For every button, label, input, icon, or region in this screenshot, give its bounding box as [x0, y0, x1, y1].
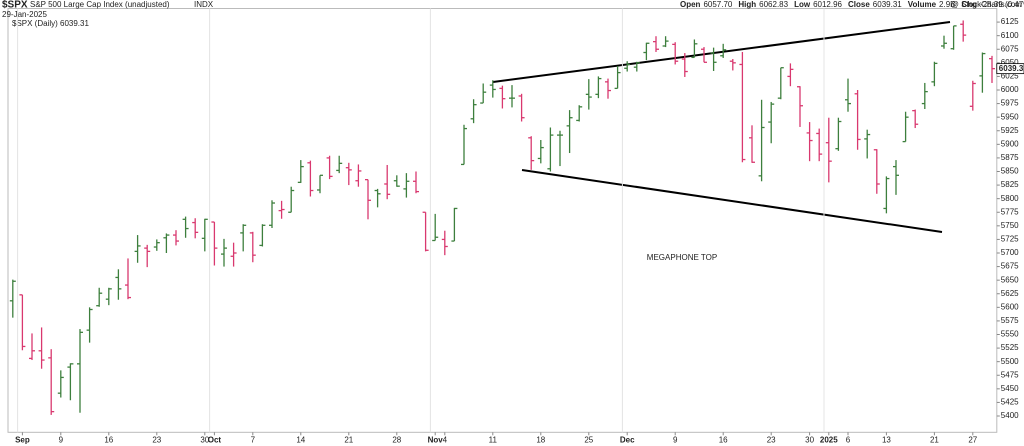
quote-value: 2.9B — [939, 0, 955, 9]
plot-frame — [7, 8, 998, 433]
quote-label: Volume — [908, 0, 937, 9]
y-tick-label: 5400 — [1001, 411, 1019, 420]
x-tick-label: 27 — [968, 435, 977, 444]
legend: $SPX (Daily) 6039.31 — [12, 19, 89, 28]
y-tick-label: 5775 — [1001, 207, 1019, 216]
y-tick-label: 5725 — [1001, 235, 1019, 244]
x-tick-label: 23 — [767, 435, 776, 444]
title: S&P 500 Large Cap Index (unadjusted) — [30, 0, 170, 9]
x-tick-label: 6 — [846, 435, 851, 444]
y-tick-label: 5550 — [1001, 330, 1019, 339]
x-tick-label: Oct — [208, 435, 222, 444]
y-tick-label: 6050 — [1001, 58, 1019, 67]
y-tick-label: 5475 — [1001, 370, 1019, 379]
x-tick-label: 25 — [584, 435, 593, 444]
y-tick-label: 5800 — [1001, 194, 1019, 203]
y-tick-label: 5650 — [1001, 275, 1019, 284]
y-tick-label: 6000 — [1001, 85, 1019, 94]
date: 29-Jan-2025 — [2, 10, 47, 19]
x-tick-label: 21 — [930, 435, 939, 444]
quote-label: Open — [680, 0, 701, 9]
y-tick-label: 5850 — [1001, 167, 1019, 176]
y-tick-label: 5950 — [1001, 112, 1019, 121]
quote-value: -28.39 (0.47%) — [980, 0, 1024, 9]
y-tick-label: 5875 — [1001, 153, 1019, 162]
y-tick-label: 5700 — [1001, 248, 1019, 257]
y-tick-label: 6100 — [1001, 31, 1019, 40]
x-tick-label: 4 — [443, 435, 448, 444]
x-tick-label: 30 — [200, 435, 209, 444]
source: @ StockCharts.com — [951, 0, 1023, 9]
quote-value: 6057.70 — [703, 0, 732, 9]
x-tick-label: 21 — [344, 435, 353, 444]
y-tick-label: 5425 — [1001, 398, 1019, 407]
x-tick-label: 16 — [104, 435, 113, 444]
y-tick-label: 5750 — [1001, 221, 1019, 230]
x-tick-label: 16 — [719, 435, 728, 444]
y-tick-label: 5600 — [1001, 302, 1019, 311]
trendline-upper — [492, 21, 951, 83]
y-tick-label: 5525 — [1001, 343, 1019, 352]
y-tick-label: 5925 — [1001, 126, 1019, 135]
y-tick-label: 5500 — [1001, 357, 1019, 366]
quote-label: Low — [794, 0, 811, 9]
x-tick-label: 2025 — [820, 435, 838, 444]
x-tick-label: 9 — [59, 435, 64, 444]
y-tick-label: 5625 — [1001, 289, 1019, 298]
x-tick-label: 18 — [536, 435, 545, 444]
price-tag-label: 6039.31 — [999, 64, 1024, 73]
x-tick-label: 28 — [392, 435, 401, 444]
x-tick-label: Dec — [620, 435, 635, 444]
symbol: $SPX — [2, 0, 28, 11]
y-tick-label: 5575 — [1001, 316, 1019, 325]
x-tick-label: Nov — [428, 435, 444, 444]
x-tick-label: Sep — [15, 435, 30, 444]
y-tick-label: 6025 — [1001, 72, 1019, 81]
y-tick-label: 5450 — [1001, 384, 1019, 393]
x-tick-label: 9 — [673, 435, 678, 444]
y-tick-label: 5975 — [1001, 99, 1019, 108]
quote-label: High — [738, 0, 756, 9]
y-tick-label: 5900 — [1001, 139, 1019, 148]
x-tick-label: 23 — [152, 435, 161, 444]
y-tick-label: 6075 — [1001, 44, 1019, 53]
quote: Open 6057.70 High 6062.83 Low 6012.96 Close 603… — [680, 0, 1024, 9]
x-tick-label: 13 — [882, 435, 891, 444]
exchange: INDX — [194, 0, 214, 9]
x-tick-label: 11 — [489, 435, 498, 444]
y-tick-label: 5825 — [1001, 180, 1019, 189]
x-tick-label: 7 — [251, 435, 256, 444]
quote-value: 6012.96 — [813, 0, 842, 9]
x-tick-label: 30 — [805, 435, 814, 444]
quote-label: Chg — [962, 0, 978, 9]
trendline-lower — [521, 169, 943, 233]
y-tick-label: 6125 — [1001, 17, 1019, 26]
quote-value: 6039.31 — [873, 0, 902, 9]
quote-label: Close — [848, 0, 870, 9]
quote-value: 6062.83 — [759, 0, 788, 9]
y-tick-label: 5675 — [1001, 262, 1019, 271]
x-tick-label: 14 — [296, 435, 305, 444]
annotation: MEGAPHONE TOP — [647, 253, 717, 262]
